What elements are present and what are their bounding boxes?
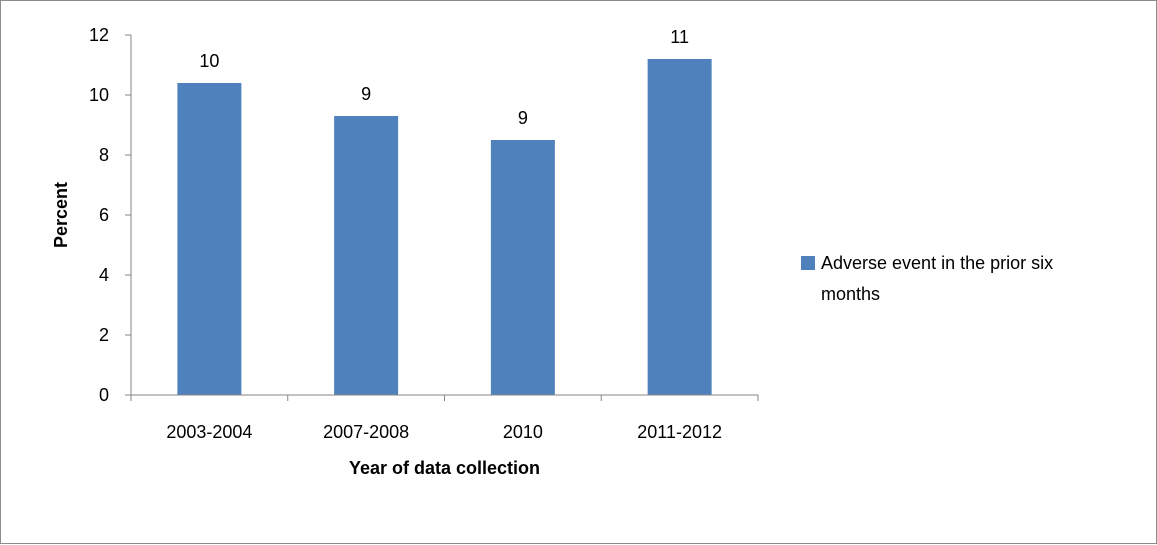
data-label: 10: [199, 51, 219, 71]
x-axis-title: Year of data collection: [349, 458, 540, 478]
y-tick-label: 8: [99, 145, 109, 165]
bar-2007-2008: [334, 116, 399, 395]
labels-layer: 0 2 4 6 8 10 12 2003-2004 10 2007-2008 9 2010 9 2011-…: [89, 25, 722, 442]
bar-2003-2004: [177, 83, 242, 395]
data-label: 11: [670, 27, 689, 47]
bars-layer: [177, 59, 712, 395]
bar-2011-2012: [647, 59, 712, 395]
y-tick-label: 2: [99, 325, 109, 345]
legend-swatch: [801, 256, 815, 270]
y-tick-label: 10: [89, 85, 109, 105]
y-tick-label: 12: [89, 25, 109, 45]
legend-label-line-1: Adverse event in the prior six: [821, 253, 1053, 273]
x-tick-label: 2010: [503, 422, 543, 442]
data-label: 9: [518, 108, 528, 128]
y-tick-label: 4: [99, 265, 109, 285]
data-label: 9: [361, 84, 371, 104]
legend-label-line-2: months: [821, 284, 880, 304]
x-tick-label: 2011-2012: [637, 422, 722, 442]
y-tick-label: 6: [99, 205, 109, 225]
ticks-layer: [125, 34, 759, 401]
legend: Adverse event in the prior six months: [801, 253, 1053, 304]
y-axis-title: Percent: [51, 182, 71, 248]
y-tick-label: 0: [99, 385, 109, 405]
x-tick-label: 2007-2008: [323, 422, 409, 442]
x-tick-label: 2003-2004: [166, 422, 252, 442]
bar-2010: [490, 140, 555, 395]
